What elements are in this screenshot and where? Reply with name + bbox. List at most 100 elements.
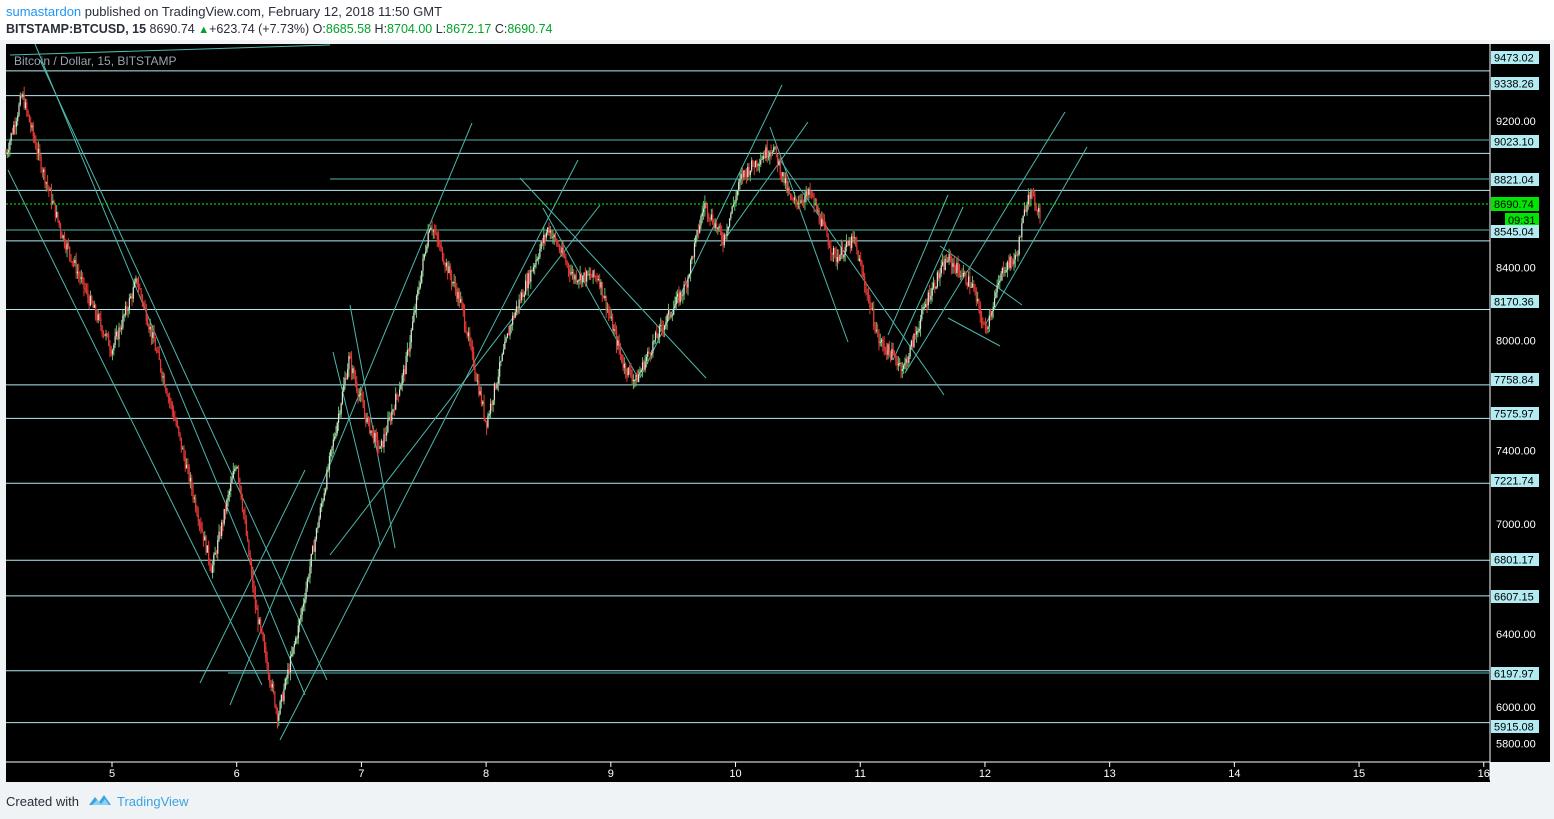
candle-body: [857, 250, 859, 261]
candle-body: [593, 270, 596, 277]
trend-line: [887, 194, 949, 336]
candle-body: [482, 401, 484, 404]
candle-body: [110, 350, 112, 355]
candle-body: [612, 316, 614, 331]
price-axis[interactable]: [1490, 44, 1550, 762]
candle-body: [166, 390, 168, 396]
candle-body: [13, 124, 15, 134]
price-chart[interactable]: Bitcoin / Dollar, 15, BITSTAMP 9400.0092…: [0, 40, 1554, 783]
candle-body: [526, 280, 528, 289]
candle-body: [72, 261, 75, 263]
candle-body: [432, 230, 434, 232]
candle-body: [97, 314, 99, 321]
candle-body: [939, 273, 941, 279]
plot-area[interactable]: [6, 44, 1490, 762]
candle-body: [179, 432, 181, 438]
candle-body: [830, 247, 832, 253]
candle-body: [130, 296, 132, 299]
candle-body: [730, 213, 732, 219]
candle-body: [732, 204, 735, 207]
candle-body: [586, 271, 588, 282]
candle-body: [856, 244, 858, 251]
candle-body: [53, 201, 55, 204]
candle-body: [144, 304, 146, 308]
trend-line: [769, 126, 849, 343]
candle-body: [749, 170, 751, 176]
candle-body: [597, 279, 599, 281]
candle-body: [11, 133, 14, 135]
candle-body: [904, 362, 906, 366]
candle-body: [735, 195, 737, 203]
candle-body: [999, 280, 1001, 283]
candle-body: [439, 244, 441, 246]
level-label-box: [1491, 407, 1539, 420]
candle-body: [447, 262, 449, 274]
created-with-label: Created with: [6, 794, 79, 809]
low-value: 8672.17: [446, 22, 492, 36]
candle-body: [358, 394, 360, 397]
candle-body: [449, 266, 451, 276]
candle-body: [1003, 268, 1005, 273]
candle-body: [828, 244, 831, 248]
candle-body: [91, 296, 93, 303]
candle-body: [961, 275, 963, 277]
candle-body: [115, 331, 118, 337]
candle-body: [609, 313, 611, 318]
level-label: 9338.26: [1494, 79, 1534, 91]
candle-body: [832, 247, 835, 255]
candle-body: [718, 226, 720, 228]
candle-body: [549, 230, 551, 233]
candle-body: [174, 417, 176, 421]
candle-body: [475, 374, 477, 382]
candle-body: [332, 439, 334, 447]
candle-body: [202, 531, 205, 541]
candle-body: [518, 299, 520, 309]
candle-body: [148, 325, 150, 330]
candle-body: [206, 545, 208, 553]
candle-body: [150, 326, 153, 338]
candle-body: [210, 567, 212, 573]
candle-body: [995, 292, 997, 298]
tradingview-logo-icon[interactable]: [88, 793, 112, 807]
candle-body: [5, 153, 7, 155]
candle-body: [301, 607, 303, 615]
candle-body: [10, 133, 12, 141]
candle-body: [1019, 237, 1022, 239]
candle-body: [435, 232, 437, 234]
price-tick-label: 5800.00: [1496, 739, 1536, 751]
candle-body: [553, 234, 555, 237]
candle-body: [204, 536, 206, 541]
time-axis[interactable]: [6, 762, 1490, 782]
symbol-label: BITSTAMP:BTCUSD, 15: [6, 22, 147, 36]
candle-body: [380, 440, 383, 447]
candle-body: [140, 289, 142, 297]
candle-body: [6, 152, 8, 155]
candle-body: [896, 360, 898, 366]
candle-body: [987, 326, 989, 329]
candle-body: [670, 315, 672, 317]
candle-body: [639, 372, 641, 375]
candle-body: [502, 349, 505, 355]
candle-body: [877, 330, 879, 332]
candle-body: [223, 508, 225, 524]
candle-body: [695, 235, 697, 244]
candle-body: [649, 352, 651, 355]
candle-body: [423, 254, 425, 259]
candle-body: [292, 647, 294, 654]
candle-body: [1017, 254, 1019, 256]
candle-body: [162, 376, 164, 378]
candle-body: [795, 197, 797, 202]
candle-body: [109, 345, 111, 351]
candle-body: [252, 572, 254, 588]
candle-body: [214, 552, 216, 555]
candle-body: [764, 155, 766, 159]
candle-body: [450, 275, 453, 283]
candle-body: [61, 232, 63, 239]
level-label: 7758.84: [1494, 375, 1534, 387]
candle-body: [901, 369, 903, 371]
author-link[interactable]: sumastardon: [6, 4, 82, 19]
candle-body: [1036, 209, 1039, 212]
level-label: 6801.17: [1494, 555, 1534, 567]
candle-body: [967, 276, 970, 287]
tradingview-brand-link[interactable]: TradingView: [117, 794, 189, 809]
